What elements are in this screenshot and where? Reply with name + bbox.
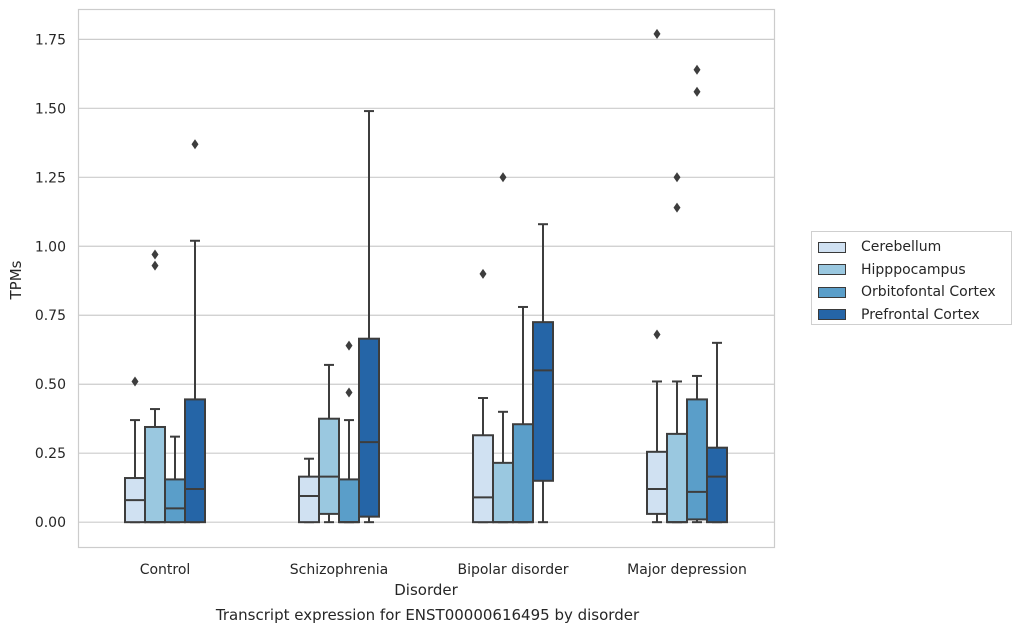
x-tick-label: Schizophrenia xyxy=(290,562,388,578)
y-axis-title: TPMs xyxy=(7,260,25,300)
outlier-point xyxy=(151,249,159,260)
x-tick-labels: Control Schizophrenia Bipolar disorder Majo… xyxy=(140,562,747,578)
y-tick-label: 0.50 xyxy=(35,377,66,393)
y-tick-label: 1.50 xyxy=(35,101,66,117)
box-group xyxy=(686,64,708,524)
outlier-point xyxy=(693,86,701,97)
box-group xyxy=(706,341,728,524)
box-group xyxy=(164,435,186,524)
box xyxy=(646,450,668,515)
x-tick-label: Control xyxy=(140,562,191,578)
box-group xyxy=(184,139,206,524)
outlier-point xyxy=(151,260,159,271)
box-group xyxy=(358,110,380,524)
y-tick-labels: 0.00 0.25 0.50 0.75 1.00 1.25 1.50 1.75 xyxy=(35,32,66,531)
y-tick-label: 0.00 xyxy=(35,515,66,531)
box-group xyxy=(532,223,554,524)
x-axis-title: Disorder xyxy=(394,581,458,599)
box-group xyxy=(318,363,340,524)
box-group xyxy=(472,268,494,524)
y-tick-label: 1.25 xyxy=(35,170,66,186)
box-group xyxy=(144,249,166,524)
box xyxy=(184,398,206,524)
outlier-point xyxy=(131,376,139,387)
box-group xyxy=(646,28,668,524)
legend-label-cerebellum: Cerebellum xyxy=(861,239,942,256)
outlier-point xyxy=(191,139,199,150)
plot-frame xyxy=(77,8,776,549)
box-group xyxy=(666,172,688,524)
box xyxy=(492,461,514,524)
box xyxy=(358,337,380,518)
box xyxy=(318,417,340,515)
y-tick-label: 0.25 xyxy=(35,446,66,462)
box-group xyxy=(512,305,534,524)
box xyxy=(338,478,360,524)
box xyxy=(298,475,320,524)
legend-swatch-hipppocampus xyxy=(818,264,846,276)
legend-label-orbitofontal-cortex: Orbitofontal Cortex xyxy=(861,284,996,301)
outlier-point xyxy=(499,172,507,183)
legend-item-hipppocampus: Hipppocampus xyxy=(818,259,1005,282)
legend-label-hipppocampus: Hipppocampus xyxy=(861,261,966,278)
box xyxy=(532,321,554,482)
outlier-point xyxy=(673,172,681,183)
boxplot-chart: 0.00 0.25 0.50 0.75 1.00 1.25 1.50 1.75 Control… xyxy=(7,8,776,599)
outlier-point xyxy=(345,387,353,398)
box xyxy=(686,398,708,521)
box-group xyxy=(492,172,514,524)
outlier-point xyxy=(693,64,701,75)
chart-caption: Transcript expression for ENST0000061649… xyxy=(215,606,640,624)
legend: Cerebellum Hipppocampus Orbitofontal Cor… xyxy=(811,231,1012,325)
box xyxy=(666,432,688,524)
box-group xyxy=(124,376,146,524)
box xyxy=(164,478,186,524)
outlier-point xyxy=(653,329,661,340)
legend-item-orbitofontal-cortex: Orbitofontal Cortex xyxy=(818,281,1005,304)
outlier-point xyxy=(345,340,353,351)
legend-swatch-orbitofontal-cortex xyxy=(818,286,846,298)
legend-item-cerebellum: Cerebellum xyxy=(818,236,1005,259)
box xyxy=(512,423,534,524)
outlier-point xyxy=(673,202,681,213)
box xyxy=(706,446,728,524)
legend-item-prefrontal-cortex: Prefrontal Cortex xyxy=(818,304,1005,327)
box xyxy=(144,425,166,524)
legend-label-prefrontal-cortex: Prefrontal Cortex xyxy=(861,306,980,323)
outlier-point xyxy=(653,28,661,39)
y-tick-label: 1.00 xyxy=(35,239,66,255)
x-tick-label: Major depression xyxy=(627,562,747,578)
box xyxy=(472,434,494,524)
box-group xyxy=(338,340,360,524)
legend-swatch-cerebellum xyxy=(818,241,846,253)
y-tick-label: 1.75 xyxy=(35,32,66,48)
outlier-point xyxy=(479,268,487,279)
y-tick-label: 0.75 xyxy=(35,308,66,324)
legend-swatch-prefrontal-cortex xyxy=(818,309,846,321)
box-group xyxy=(298,457,320,524)
box-groups xyxy=(124,28,728,524)
x-tick-label: Bipolar disorder xyxy=(457,562,568,578)
